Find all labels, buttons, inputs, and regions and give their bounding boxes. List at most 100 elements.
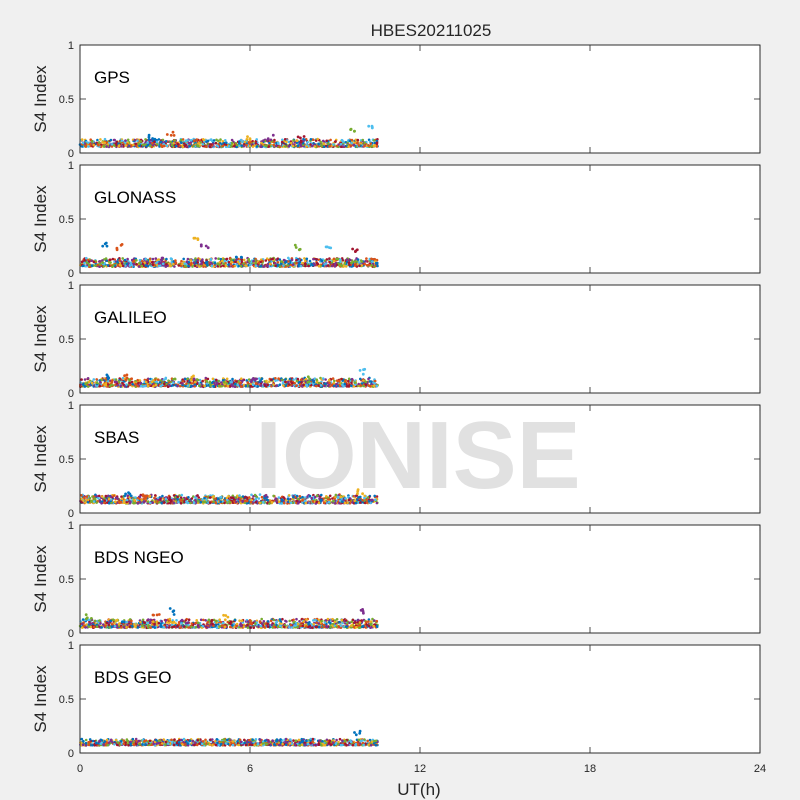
data-point: [235, 143, 239, 147]
data-point: [376, 264, 379, 268]
data-point: [259, 384, 263, 387]
data-point: [340, 145, 343, 148]
data-point: [217, 384, 221, 388]
data-point: [357, 261, 361, 264]
data-point: [236, 260, 240, 264]
data-point: [191, 265, 194, 268]
data-point: [363, 144, 366, 148]
data-point: [355, 142, 359, 145]
data-point: [282, 384, 285, 387]
data-point: [328, 145, 331, 148]
data-point: [141, 493, 145, 497]
data-point: [245, 379, 248, 382]
data-point: [339, 258, 342, 261]
data-point: [240, 385, 243, 388]
data-point: [358, 369, 362, 372]
data-point: [97, 141, 101, 144]
data-point: [227, 145, 231, 148]
data-point: [204, 376, 208, 380]
data-point: [260, 141, 263, 145]
data-point: [226, 498, 229, 502]
data-point: [101, 141, 104, 144]
data-point: [91, 495, 94, 498]
data-point: [230, 138, 234, 142]
data-point: [224, 384, 228, 388]
data-point: [99, 138, 102, 141]
data-point: [288, 377, 292, 381]
data-point: [169, 140, 172, 144]
data-point: [370, 264, 374, 267]
data-point: [298, 620, 301, 623]
data-point: [102, 145, 106, 148]
data-point: [147, 143, 150, 147]
data-point: [199, 500, 203, 504]
data-point: [230, 260, 234, 264]
data-point: [308, 377, 311, 381]
data-point: [348, 139, 352, 143]
data-point: [208, 381, 211, 384]
data-point: [124, 492, 127, 496]
plot-area: [79, 284, 761, 394]
data-point: [307, 380, 311, 384]
data-point: [100, 378, 104, 382]
data-point: [151, 501, 154, 505]
data-point: [138, 261, 141, 265]
data-point: [250, 493, 253, 497]
data-point: [104, 257, 108, 260]
y-axis-label: S4 Index: [31, 65, 50, 133]
data-point: [180, 259, 183, 263]
data-point: [313, 145, 317, 148]
data-point: [277, 142, 280, 146]
data-point: [254, 142, 258, 145]
data-point: [156, 500, 159, 503]
data-point: [137, 381, 140, 385]
data-point: [231, 265, 235, 268]
data-point: [347, 377, 351, 381]
data-point: [196, 144, 199, 147]
data-point: [333, 384, 336, 388]
data-point: [134, 142, 137, 146]
data-point: [212, 139, 216, 142]
data-point: [165, 133, 169, 136]
data-point: [155, 140, 159, 144]
data-point: [187, 141, 191, 145]
data-point: [244, 264, 247, 267]
y-axis-label: S4 Index: [31, 185, 50, 253]
data-point: [120, 262, 124, 265]
data-point: [359, 384, 363, 387]
data-point: [110, 143, 114, 146]
data-point: [95, 381, 99, 385]
y-tick-label: 1: [68, 400, 74, 412]
data-point: [193, 264, 197, 268]
data-point: [94, 264, 97, 268]
data-point: [225, 377, 229, 381]
data-point: [287, 140, 291, 144]
data-point: [344, 141, 348, 144]
data-point: [233, 385, 237, 389]
data-point: [238, 140, 241, 143]
data-point: [164, 140, 168, 143]
data-point: [259, 379, 262, 382]
data-point: [324, 378, 327, 381]
data-point: [250, 378, 254, 382]
data-point: [159, 140, 163, 144]
data-point: [90, 259, 93, 263]
plot-area: [79, 404, 761, 514]
data-point: [194, 498, 197, 502]
data-point: [222, 262, 225, 265]
data-point: [265, 379, 268, 383]
data-point: [129, 377, 133, 381]
plot-area: [79, 524, 761, 634]
data-point: [234, 496, 238, 499]
data-point: [264, 259, 268, 262]
data-point: [92, 143, 95, 147]
data-point: [263, 384, 267, 387]
data-point: [146, 385, 150, 388]
data-point: [227, 494, 230, 498]
data-point: [302, 383, 305, 387]
data-point: [195, 382, 199, 386]
data-point: [120, 497, 124, 501]
y-tick-label: 0: [68, 268, 74, 280]
data-point: [220, 381, 223, 384]
